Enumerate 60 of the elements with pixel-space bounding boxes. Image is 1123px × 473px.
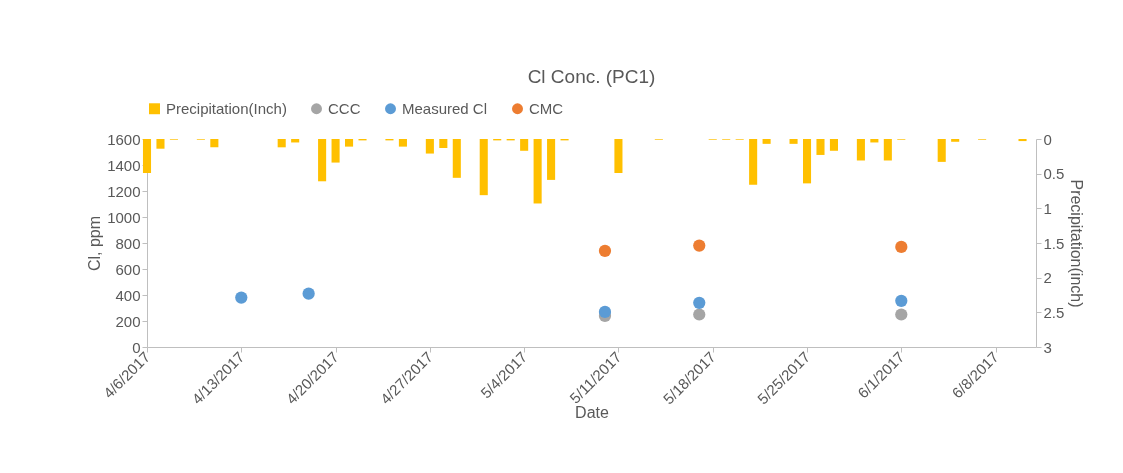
y-tick-label: 1200 bbox=[107, 182, 141, 200]
bar bbox=[439, 139, 448, 149]
point bbox=[598, 305, 612, 319]
y2-tick-label: 0.5 bbox=[1043, 165, 1065, 183]
bar bbox=[520, 139, 529, 151]
bar bbox=[210, 139, 219, 148]
y2-axis-title: Precipitation(inch) bbox=[1068, 179, 1086, 308]
bar bbox=[398, 139, 407, 147]
point bbox=[302, 287, 315, 300]
point bbox=[895, 294, 908, 307]
bar bbox=[345, 139, 354, 147]
bar bbox=[762, 139, 771, 144]
y2-tick-label: 2.5 bbox=[1043, 303, 1065, 321]
y2-tick-label: 0 bbox=[1043, 130, 1052, 148]
bar bbox=[883, 139, 892, 161]
y2-tick-label: 2 bbox=[1043, 269, 1052, 287]
bar bbox=[937, 139, 946, 162]
bar bbox=[547, 139, 556, 180]
legend-label: CCC bbox=[328, 99, 361, 117]
legend-label: Measured Cl bbox=[402, 99, 488, 117]
y-tick-label: 1000 bbox=[107, 208, 141, 226]
point bbox=[598, 244, 612, 257]
point bbox=[895, 308, 908, 321]
point bbox=[235, 291, 248, 304]
legend-label: Precipitation(Inch) bbox=[166, 99, 287, 117]
x-axis-title: Date bbox=[575, 404, 609, 422]
y-tick-label: 400 bbox=[115, 286, 141, 304]
y-tick-label: 1400 bbox=[107, 156, 141, 174]
y-tick-label: 1600 bbox=[107, 130, 141, 148]
y-axis-title: Cl, ppm bbox=[86, 215, 104, 272]
bar bbox=[749, 139, 758, 185]
y2-tick-label: 3 bbox=[1043, 338, 1052, 356]
y2-tick-label: 1 bbox=[1043, 199, 1052, 217]
bar bbox=[789, 139, 798, 144]
point bbox=[693, 239, 706, 252]
y2-tick-label: 1.5 bbox=[1043, 234, 1065, 252]
point bbox=[693, 296, 706, 309]
bar bbox=[951, 139, 960, 142]
chart-title: Cl Conc. (PC1) bbox=[527, 66, 656, 87]
bar bbox=[318, 139, 327, 182]
y-tick-label: 800 bbox=[115, 234, 141, 252]
point bbox=[895, 240, 908, 254]
bar bbox=[142, 139, 152, 173]
bar bbox=[479, 139, 488, 196]
bar bbox=[1018, 139, 1027, 142]
bar bbox=[829, 139, 838, 151]
legend-label: CMC bbox=[529, 99, 564, 117]
point bbox=[693, 308, 706, 321]
bar bbox=[614, 139, 623, 173]
bar bbox=[331, 139, 340, 163]
bar bbox=[533, 139, 542, 204]
bar bbox=[452, 139, 461, 178]
y-tick-label: 200 bbox=[115, 312, 141, 330]
bar bbox=[816, 139, 825, 155]
bar bbox=[425, 139, 434, 154]
bar bbox=[856, 139, 865, 161]
bar bbox=[802, 139, 812, 184]
bar bbox=[156, 139, 165, 149]
bar bbox=[277, 139, 286, 148]
y-tick-label: 600 bbox=[115, 260, 141, 278]
